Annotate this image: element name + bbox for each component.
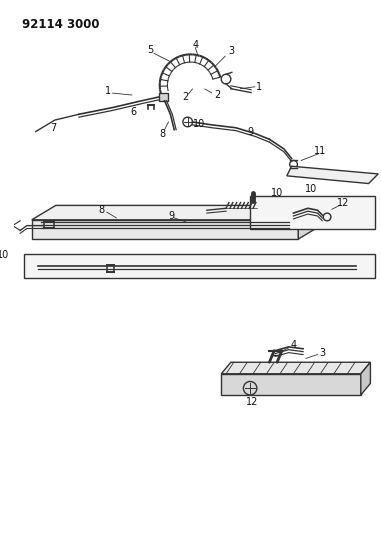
FancyBboxPatch shape: [159, 93, 168, 101]
Text: 3: 3: [319, 348, 325, 358]
Text: 2: 2: [214, 90, 221, 100]
Text: 10: 10: [305, 184, 317, 195]
Polygon shape: [32, 220, 298, 239]
Text: 9: 9: [247, 126, 253, 136]
Text: 10: 10: [0, 251, 9, 261]
Text: 12: 12: [246, 397, 258, 407]
Text: 4: 4: [192, 40, 199, 50]
Text: 9: 9: [168, 211, 174, 221]
Text: 10: 10: [271, 188, 283, 198]
Text: 1: 1: [256, 82, 262, 92]
Polygon shape: [361, 362, 370, 395]
Polygon shape: [32, 205, 322, 220]
Text: 3: 3: [228, 46, 234, 56]
Text: 8: 8: [98, 205, 104, 215]
Text: 4: 4: [290, 340, 296, 350]
Polygon shape: [221, 362, 370, 374]
Text: 92114 3000: 92114 3000: [22, 18, 99, 31]
Text: 7: 7: [50, 123, 56, 133]
Polygon shape: [24, 254, 375, 278]
Text: 5: 5: [147, 45, 153, 55]
Text: 10: 10: [193, 119, 205, 129]
Polygon shape: [287, 166, 378, 183]
Text: 8: 8: [160, 128, 166, 139]
Text: 11: 11: [314, 146, 327, 156]
Polygon shape: [298, 205, 322, 239]
Text: 1: 1: [105, 86, 111, 96]
Polygon shape: [221, 374, 361, 395]
Polygon shape: [250, 196, 375, 229]
Text: 12: 12: [337, 198, 350, 208]
Text: 6: 6: [131, 107, 137, 117]
Text: 2: 2: [182, 92, 189, 102]
